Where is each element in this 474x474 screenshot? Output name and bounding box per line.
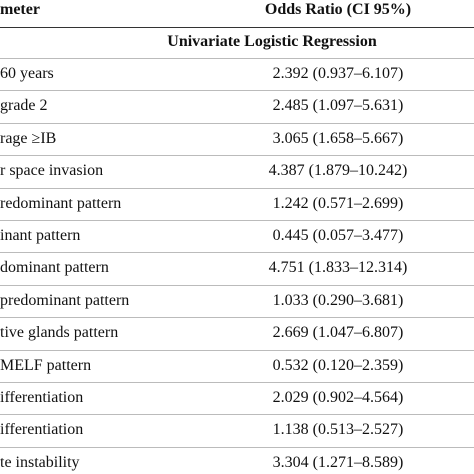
row-rule [0, 187, 474, 189]
row-rule [0, 382, 474, 383]
header-rule [0, 27, 474, 28]
row-rule [0, 317, 474, 319]
row-value: 2.029 (0.902–4.564) [272, 389, 404, 406]
row-label: inant pattern [0, 227, 81, 244]
row-rule [0, 90, 474, 92]
row-label: dominant pattern [0, 259, 109, 277]
row-rule [0, 252, 474, 254]
row-label: ifferentiation [0, 421, 84, 439]
row-value: 3.065 (1.658–5.667) [272, 129, 404, 147]
row-label: r space invasion [0, 162, 104, 180]
header-cell: meter [0, 1, 40, 18]
row-rule [0, 349, 474, 351]
row-label: te instability [0, 453, 80, 471]
row-rule [0, 220, 474, 221]
row-rule [0, 58, 474, 59]
row-rule [0, 446, 474, 448]
row-label: rage ≥IB [0, 129, 57, 147]
row-value: 1.242 (0.571–2.699) [272, 194, 404, 212]
row-rule [0, 155, 474, 157]
row-value: 4.387 (1.879–10.242) [268, 162, 408, 180]
row-label: grade 2 [0, 97, 48, 115]
row-label: redominant pattern [0, 194, 122, 212]
row-rule [0, 284, 474, 286]
row-value: 4.751 (1.833–12.314) [268, 259, 408, 277]
row-label: MELF pattern [0, 356, 92, 374]
header-cell: Odds Ratio (CI 95%) [264, 1, 412, 18]
row-value: 0.532 (0.120–2.359) [272, 356, 404, 374]
row-value: 1.033 (0.290–3.681) [272, 291, 404, 309]
row-value: 2.485 (1.097–5.631) [272, 97, 404, 115]
row-value: 0.445 (0.057–3.477) [272, 227, 404, 244]
row-label: 60 years [0, 65, 54, 82]
row-value: 3.304 (1.271–8.589) [272, 453, 404, 471]
row-label: ifferentiation [0, 389, 84, 406]
row-rule [0, 122, 474, 124]
row-label: predominant pattern [0, 291, 130, 309]
row-label: tive glands pattern [0, 324, 119, 342]
subheader: Univariate Logistic Regression [167, 33, 377, 50]
row-value: 2.669 (1.047–6.807) [272, 324, 404, 342]
row-value: 1.138 (0.513–2.527) [272, 421, 404, 439]
row-rule [0, 414, 474, 416]
row-value: 2.392 (0.937–6.107) [272, 65, 404, 82]
